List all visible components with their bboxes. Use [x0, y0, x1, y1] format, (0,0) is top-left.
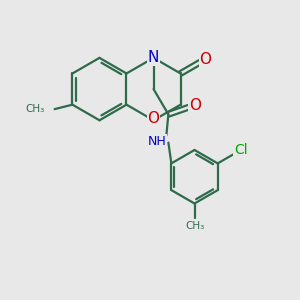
Text: CH₃: CH₃ [185, 221, 204, 231]
Text: CH₃: CH₃ [25, 104, 44, 114]
Text: O: O [148, 111, 160, 126]
Text: O: O [200, 52, 211, 67]
Text: O: O [189, 98, 201, 112]
Text: Cl: Cl [234, 143, 248, 157]
Text: N: N [148, 50, 159, 65]
Text: NH: NH [148, 135, 167, 148]
